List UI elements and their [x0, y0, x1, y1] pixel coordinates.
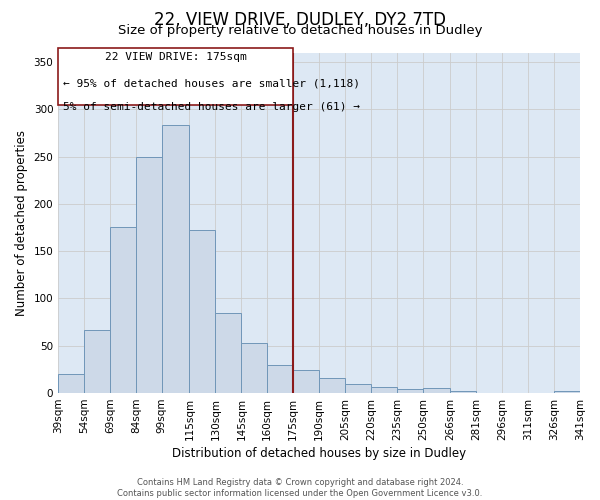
Bar: [423, 388, 451, 393]
Bar: [397, 390, 423, 393]
Bar: [451, 391, 476, 393]
Bar: [267, 364, 293, 393]
Bar: [58, 374, 84, 393]
Bar: [371, 388, 397, 393]
Text: 22 VIEW DRIVE: 175sqm: 22 VIEW DRIVE: 175sqm: [105, 52, 247, 62]
Bar: [345, 384, 371, 393]
Bar: [241, 343, 267, 393]
X-axis label: Distribution of detached houses by size in Dudley: Distribution of detached houses by size …: [172, 447, 466, 460]
Y-axis label: Number of detached properties: Number of detached properties: [15, 130, 28, 316]
Bar: [554, 391, 580, 393]
Bar: [190, 230, 215, 393]
Text: Size of property relative to detached houses in Dudley: Size of property relative to detached ho…: [118, 24, 482, 37]
Bar: [319, 378, 345, 393]
Text: 22, VIEW DRIVE, DUDLEY, DY2 7TD: 22, VIEW DRIVE, DUDLEY, DY2 7TD: [154, 11, 446, 29]
Bar: [110, 226, 136, 393]
Bar: [136, 156, 162, 393]
Text: ← 95% of detached houses are smaller (1,118): ← 95% of detached houses are smaller (1,…: [63, 78, 360, 88]
Text: 5% of semi-detached houses are larger (61) →: 5% of semi-detached houses are larger (6…: [63, 102, 360, 113]
Bar: [215, 312, 241, 393]
Text: Contains HM Land Registry data © Crown copyright and database right 2024.
Contai: Contains HM Land Registry data © Crown c…: [118, 478, 482, 498]
Bar: [162, 126, 190, 393]
Bar: [293, 370, 319, 393]
Bar: [84, 330, 110, 393]
